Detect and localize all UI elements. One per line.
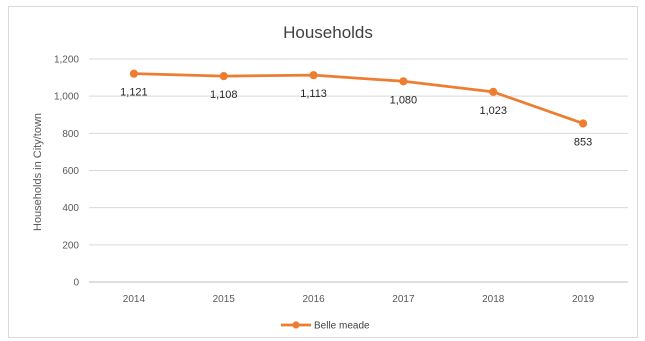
y-tick-label: 1,000 [54, 92, 79, 103]
data-point [399, 77, 408, 86]
data-label: 1,113 [300, 88, 327, 100]
legend-dot-marker [292, 321, 300, 329]
series-belle-meade: 1,121 1,108 1,113 1,080 1,023 853 [120, 69, 592, 148]
chart-title: Households [283, 23, 373, 42]
x-tick-label: 2015 [213, 294, 236, 305]
x-tick-label: 2016 [302, 294, 325, 305]
chart-frame [8, 6, 638, 338]
legend: Belle meade [281, 321, 370, 332]
y-axis-title: Households in City/town [32, 113, 44, 231]
data-point [578, 119, 588, 128]
data-label: 853 [574, 136, 592, 148]
data-label: 1,080 [390, 94, 418, 106]
data-point [489, 87, 498, 96]
x-tick-label: 2018 [482, 294, 505, 305]
y-tick-label: 400 [62, 203, 79, 214]
y-tick-labels: 0 200 400 600 800 1,000 1,200 [54, 55, 79, 289]
data-point [129, 69, 139, 78]
data-point [309, 71, 318, 80]
series-line [132, 72, 585, 125]
y-tick-label: 200 [62, 240, 79, 251]
y-tick-label: 600 [62, 166, 79, 177]
x-tick-label: 2019 [572, 294, 595, 305]
data-label: 1,121 [120, 87, 148, 99]
data-label: 1,023 [479, 105, 507, 117]
data-point [219, 71, 228, 81]
y-tick-label: 0 [73, 278, 79, 289]
gridlines [89, 58, 628, 283]
legend-item-belle-meade: Belle meade [314, 321, 370, 332]
x-tick-label: 2017 [392, 294, 415, 305]
x-tick-label: 2014 [123, 294, 146, 305]
y-tick-label: 800 [62, 129, 79, 140]
y-tick-label: 1,200 [54, 55, 79, 66]
x-tick-labels: 2014 2015 2016 2017 2018 2019 [123, 294, 595, 305]
data-label: 1,108 [210, 89, 238, 101]
